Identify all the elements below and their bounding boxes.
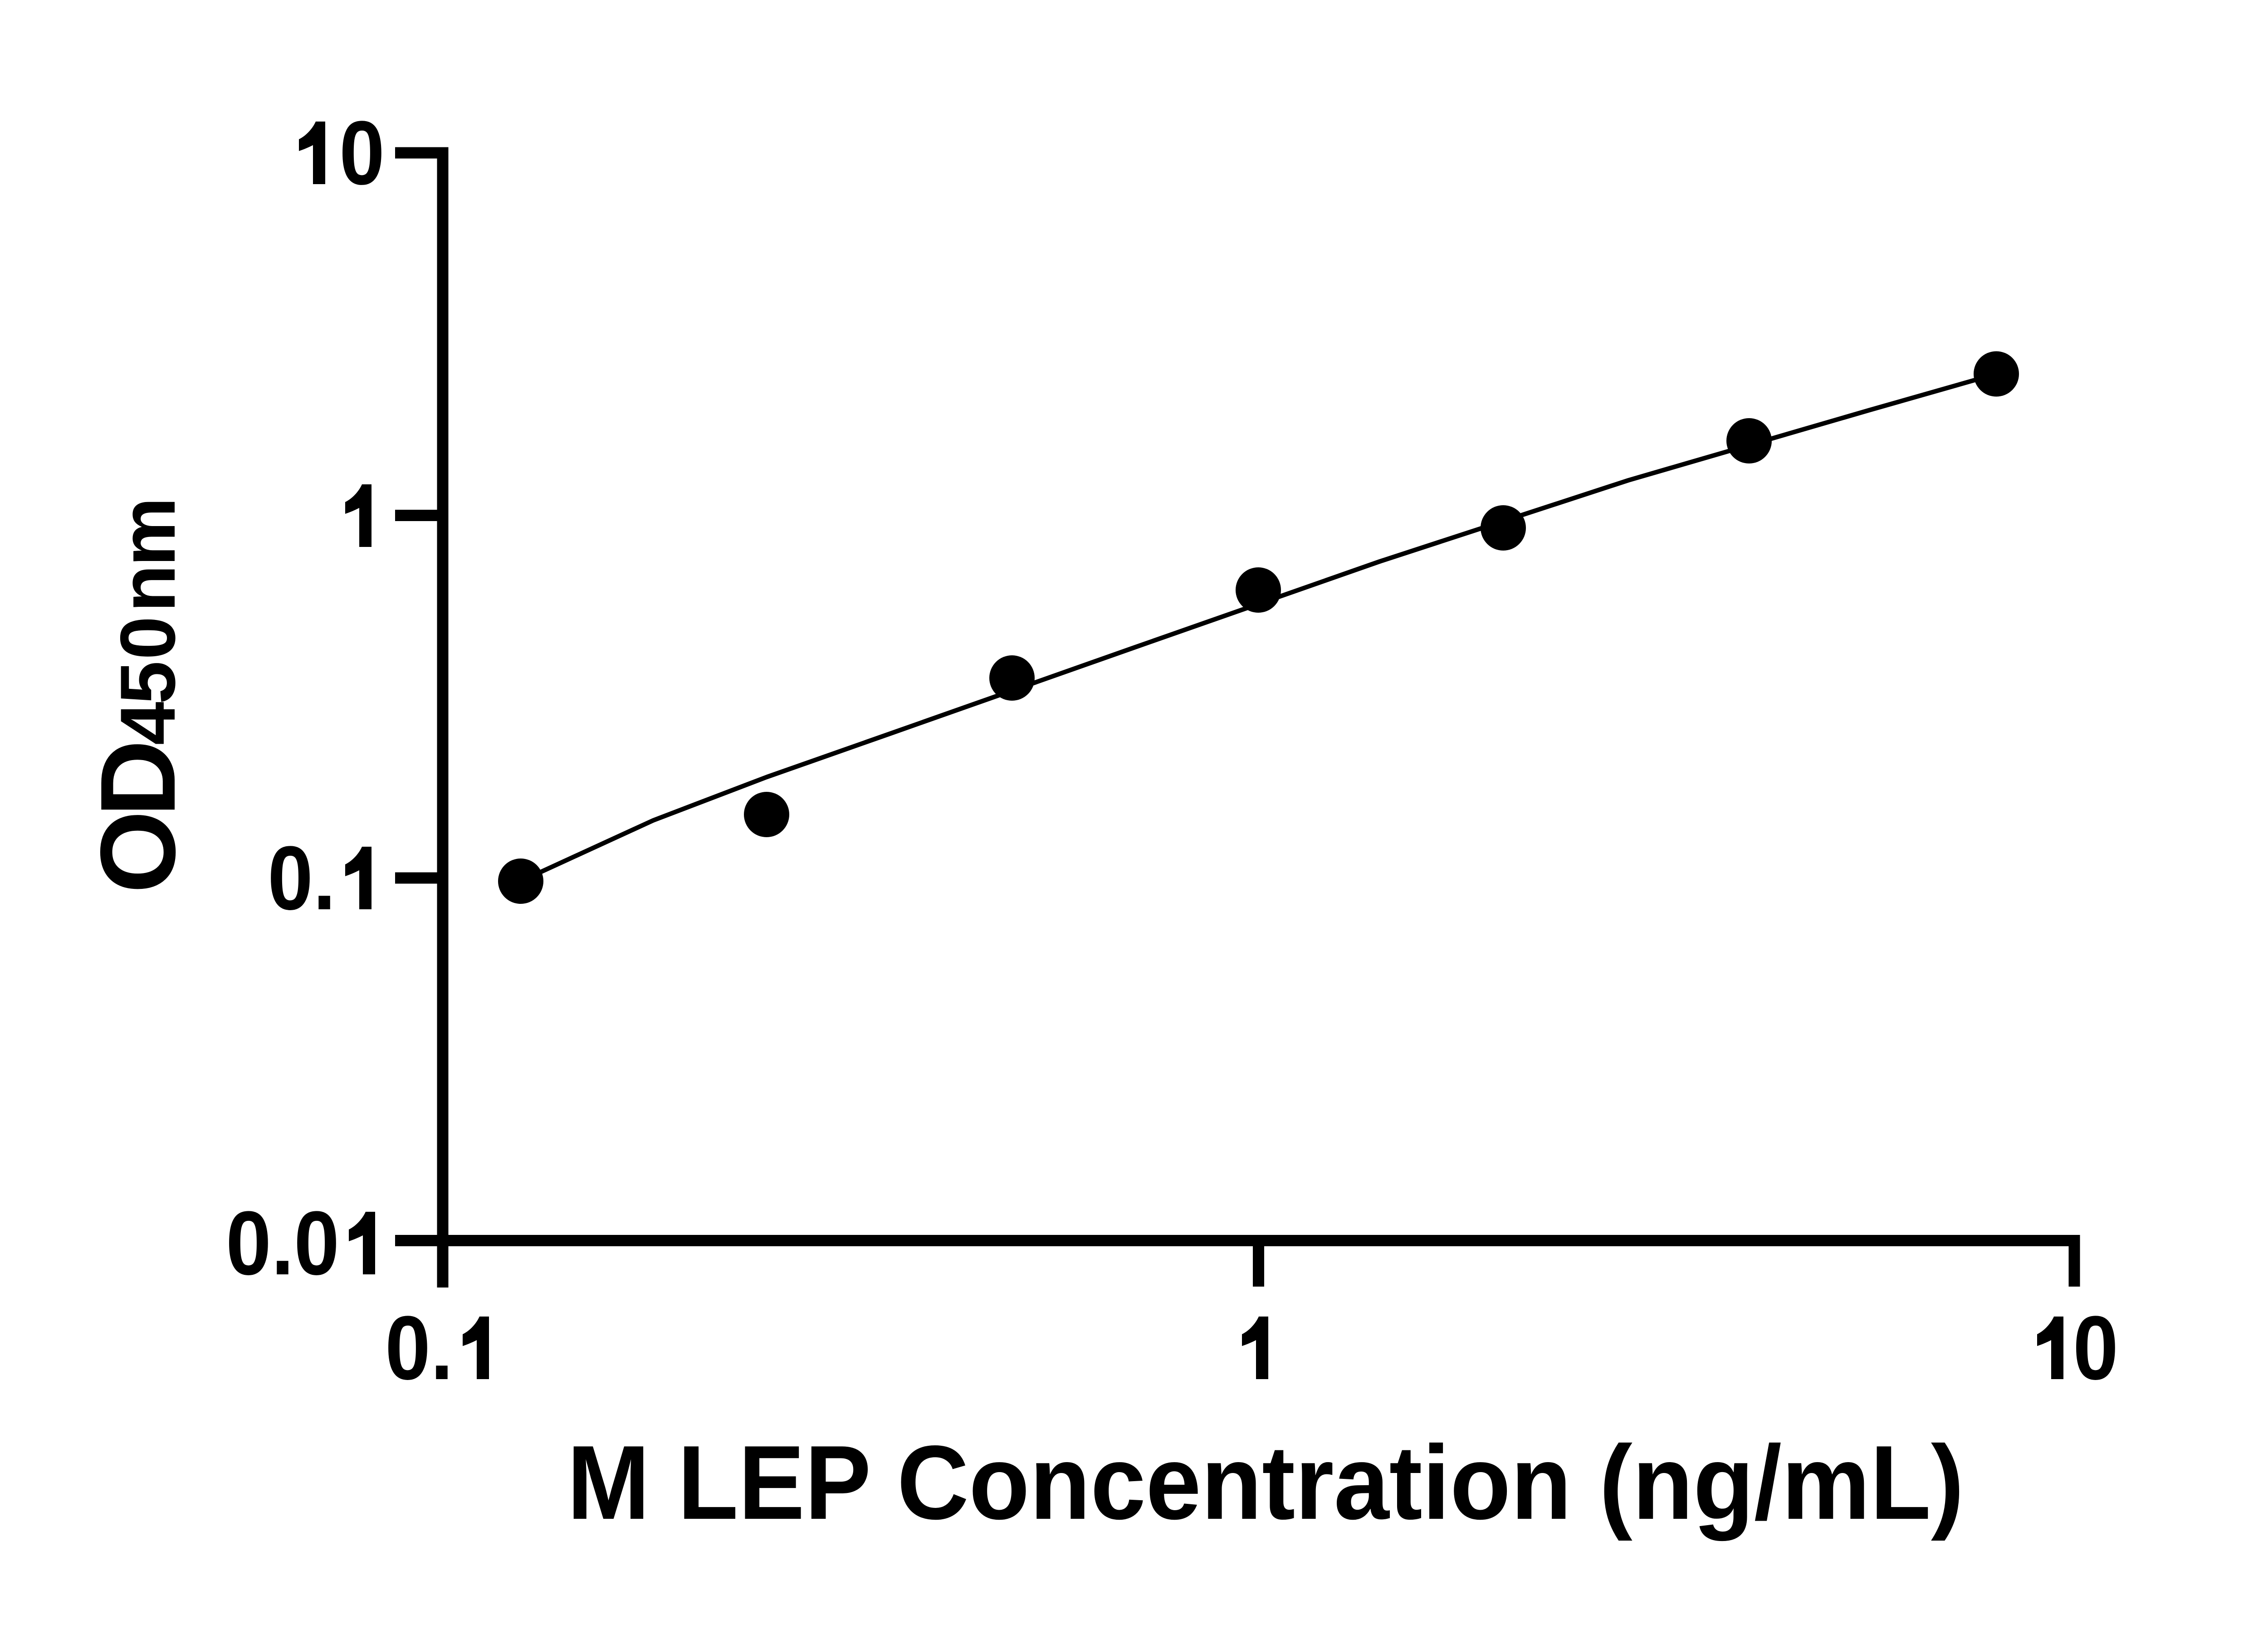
- svg-text:0: 0: [339, 102, 385, 204]
- svg-text:0.: 0.: [385, 1297, 453, 1399]
- svg-text:0.0: 0.0: [226, 1193, 339, 1294]
- svg-text:D: D: [78, 740, 197, 817]
- svg-text:4: 4: [104, 702, 191, 745]
- svg-text:0.: 0.: [268, 828, 336, 929]
- svg-text:0: 0: [104, 616, 191, 660]
- svg-text:0: 0: [2073, 1297, 2118, 1399]
- svg-text:O: O: [78, 810, 197, 893]
- svg-text:5: 5: [104, 661, 191, 704]
- svg-text:m: m: [104, 497, 191, 566]
- svg-text:M LEP Concentration (ng/mL): M LEP Concentration (ng/mL): [567, 1424, 1964, 1541]
- svg-text:n: n: [104, 565, 191, 612]
